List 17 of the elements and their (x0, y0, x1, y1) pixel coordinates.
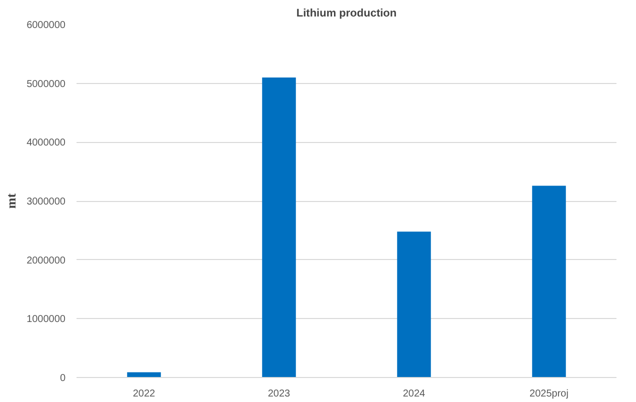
y-tick-label: 4000000 (26, 138, 66, 149)
x-tick-label: 2024 (402, 388, 426, 400)
y-tick-label: 5000000 (26, 78, 66, 90)
x-tick-label: 2022 (132, 388, 156, 400)
y-tick-label: 6000000 (26, 20, 66, 31)
x-tick-label: 2025proj (530, 388, 568, 400)
y-tick-label: 0 (60, 373, 66, 384)
y-tick-label: 3000000 (26, 196, 66, 208)
bar (262, 77, 296, 378)
y-tick-label: 1000000 (26, 314, 66, 326)
bar (127, 372, 161, 378)
y-tick-label: 2000000 (26, 255, 66, 266)
x-tick-label: 2023 (268, 388, 291, 400)
y-axis-title: mt (4, 192, 19, 209)
bar (532, 186, 566, 378)
chart-title: Lithium production (296, 8, 397, 20)
bar (397, 232, 431, 378)
